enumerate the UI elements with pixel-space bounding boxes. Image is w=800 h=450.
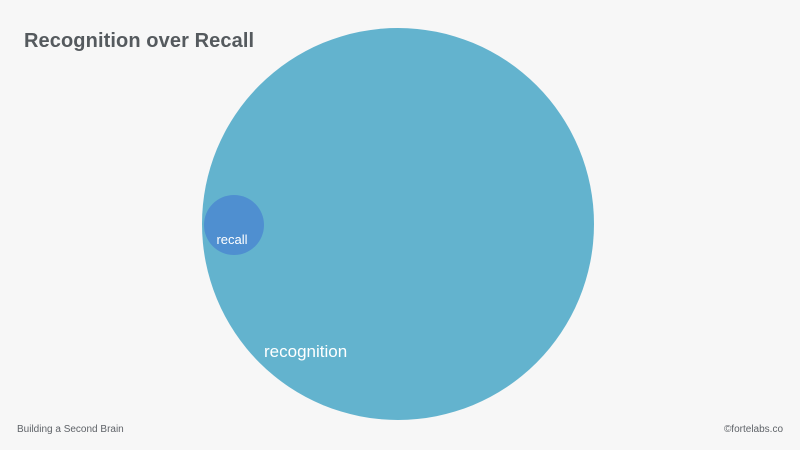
page-title: Recognition over Recall bbox=[24, 30, 255, 52]
recognition-label: recognition bbox=[264, 342, 347, 361]
footer-left-text: Building a Second Brain bbox=[17, 424, 124, 435]
footer-right-text: ©fortelabs.co bbox=[723, 424, 783, 435]
recall-label: recall bbox=[216, 232, 247, 247]
recall-circle bbox=[204, 195, 264, 255]
recognition-circle bbox=[202, 28, 594, 420]
